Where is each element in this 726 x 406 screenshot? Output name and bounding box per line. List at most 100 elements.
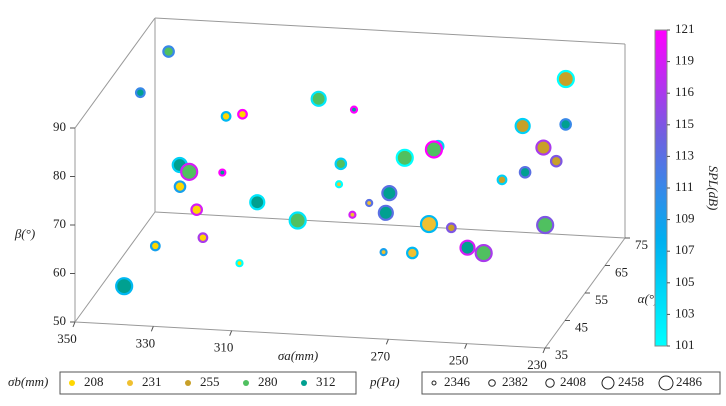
- colorbar: [654, 29, 668, 347]
- colorbar-tick-label: 103: [675, 305, 695, 320]
- point: [496, 174, 508, 186]
- z-tick-label: 70: [53, 216, 66, 231]
- z-tick-label: 90: [53, 119, 66, 134]
- point: [445, 222, 457, 234]
- point: [536, 215, 555, 235]
- colorbar-tick-label: 101: [675, 337, 695, 352]
- legend-marker: [431, 380, 437, 386]
- colorbar-tick-label: 105: [675, 274, 695, 289]
- y-tick-label: 75: [635, 237, 648, 252]
- x-tick: [150, 326, 154, 332]
- legend-marker: [185, 380, 191, 386]
- legend-label: 231: [142, 374, 162, 389]
- x-tick: [229, 330, 233, 336]
- legend-marker: [243, 380, 249, 386]
- y-tick-label: 35: [555, 347, 568, 362]
- x-tick-label: 350: [57, 331, 77, 346]
- legend-label: 208: [84, 374, 104, 389]
- point: [377, 204, 394, 221]
- z-axis-label: β(°): [14, 226, 35, 241]
- legend-label: 2408: [560, 374, 586, 389]
- legend-marker: [601, 376, 615, 390]
- point: [559, 118, 572, 131]
- z-tick-label: 50: [53, 313, 66, 328]
- x-tick: [542, 347, 546, 354]
- point: [424, 140, 444, 159]
- legend-title: σb(mm): [8, 374, 48, 389]
- legend-box: [421, 371, 721, 395]
- point: [288, 211, 307, 230]
- legend-marker: [301, 380, 307, 386]
- point: [197, 232, 209, 244]
- box-edge: [74, 17, 156, 129]
- point: [134, 87, 146, 99]
- point: [379, 248, 388, 257]
- point: [149, 240, 161, 252]
- colorbar-tick-label: 121: [675, 21, 695, 36]
- point: [518, 165, 532, 179]
- colorbar-tick-label: 111: [675, 179, 694, 194]
- x-tick-label: 270: [371, 348, 391, 363]
- legend-title: p(Pa): [369, 374, 400, 389]
- point: [395, 148, 414, 167]
- point: [365, 198, 374, 208]
- colorbar-tick-label: 107: [675, 242, 695, 257]
- colorbar-tick-label: 113: [675, 147, 694, 162]
- legend-marker: [69, 380, 75, 386]
- point: [535, 139, 552, 156]
- point: [348, 210, 357, 219]
- point: [474, 243, 493, 263]
- x-tick-label: 250: [449, 353, 469, 368]
- y-tick-label: 45: [575, 319, 588, 334]
- z-tick-label: 60: [53, 264, 66, 279]
- x-tick-label: 230: [527, 357, 547, 372]
- legend-label: 280: [258, 374, 278, 389]
- point: [173, 180, 187, 193]
- legend-marker: [658, 375, 674, 391]
- point: [406, 246, 419, 260]
- point: [381, 185, 398, 202]
- point: [220, 110, 232, 122]
- point: [514, 117, 531, 135]
- legend-label: 2346: [444, 374, 471, 389]
- point: [235, 259, 244, 268]
- point: [162, 45, 175, 58]
- point: [459, 239, 476, 256]
- y-axis-label: α(°): [638, 291, 659, 306]
- legend-label: 312: [316, 374, 336, 389]
- colorbar-tick-label: 119: [675, 53, 694, 68]
- point: [115, 277, 134, 296]
- x-tick-label: 310: [214, 340, 234, 355]
- point: [419, 214, 439, 234]
- box-edge: [154, 17, 626, 45]
- point: [249, 194, 266, 211]
- point: [190, 203, 203, 217]
- y-tick-label: 55: [595, 292, 608, 307]
- point: [310, 90, 327, 107]
- point: [549, 154, 563, 168]
- x-tick: [464, 343, 468, 349]
- z-tick-label: 80: [53, 167, 66, 182]
- legend-label: 2486: [676, 374, 703, 389]
- point: [334, 180, 344, 189]
- point: [349, 105, 359, 114]
- colorbar-tick-label: 109: [675, 211, 695, 226]
- point: [180, 162, 199, 181]
- x-tick: [385, 339, 389, 345]
- point: [218, 168, 227, 177]
- colorbar-tick-label: 116: [675, 84, 695, 99]
- colorbar-tick-label: 115: [675, 116, 694, 131]
- point: [237, 108, 248, 120]
- legend-marker: [488, 379, 496, 387]
- legend-label: 2458: [618, 374, 644, 389]
- point: [556, 69, 575, 89]
- legend-label: 255: [200, 374, 220, 389]
- x-tick-label: 330: [136, 335, 156, 350]
- point: [334, 157, 348, 171]
- legend-label: 2382: [502, 374, 528, 389]
- legend-marker: [127, 380, 133, 386]
- box-edge: [74, 211, 156, 323]
- colorbar-label: SPL(dB): [706, 166, 721, 211]
- x-tick: [72, 321, 76, 328]
